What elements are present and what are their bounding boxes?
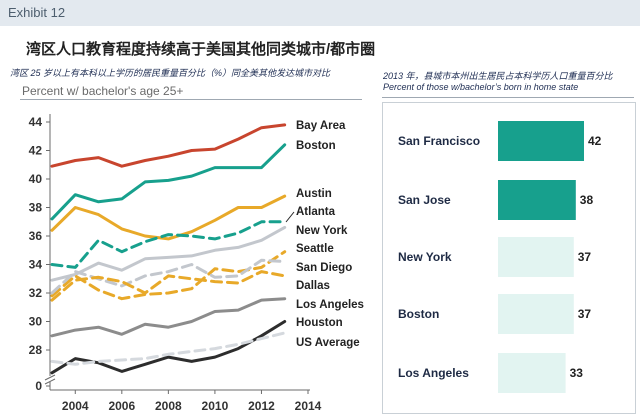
y-tick-label: 44 [29, 115, 43, 129]
bar-value-label: 42 [588, 134, 602, 148]
series-label-boston: Boston [296, 140, 336, 152]
line-chart-subtitle: 湾区 25 岁以上有本科以上学历的居民重量百分比（%）同全美其他发达城市对比 [10, 68, 331, 78]
bar-chart-title: Percent of those w/bachelor’s born in ho… [383, 82, 579, 92]
y-tick-label: 36 [29, 229, 43, 243]
bar-category-label: Boston [398, 307, 439, 321]
bar-chart-rule [382, 97, 634, 98]
bar-value-label: 38 [580, 193, 594, 207]
series-line-new-york [50, 225, 287, 282]
y-tick-label: 38 [29, 201, 43, 215]
series-line-los-angeles [50, 297, 287, 338]
series-label-dallas: Dallas [296, 280, 330, 292]
series-line-atlanta [50, 220, 287, 269]
line-chart-rule [20, 99, 362, 100]
x-tick-label: 2004 [62, 399, 89, 413]
series-line-san-diego [50, 258, 287, 295]
x-tick-label: 2014 [295, 399, 322, 413]
atlanta-pointer [285, 211, 295, 223]
bar-value-label: 37 [578, 250, 592, 264]
series-label-atlanta: Atlanta [296, 206, 336, 218]
y-tick-label: 42 [29, 144, 43, 158]
series-line-bay-area [50, 123, 287, 168]
series-line-us-average [50, 331, 287, 366]
series-label-austin: Austin [296, 188, 332, 200]
series-label-san-diego: San Diego [296, 262, 352, 274]
bar-los-angeles [498, 353, 566, 393]
axis-break-mark [44, 374, 56, 385]
bar-category-label: San Jose [398, 193, 451, 207]
bar-new-york [498, 237, 574, 277]
bar-value-label: 33 [570, 366, 584, 380]
series-label-seattle: Seattle [296, 243, 334, 255]
bar-san-jose [498, 180, 576, 220]
bar-chart-frame [382, 102, 636, 414]
series-line-boston [50, 143, 287, 221]
series-line-dallas [50, 270, 287, 302]
bar-boston [498, 294, 574, 334]
page-title: 湾区人口教育程度持续高于美国其他同类城市/都市圈 [26, 41, 376, 58]
y-tick-label: 32 [29, 286, 43, 300]
exhibit-label: Exhibit 12 [8, 5, 66, 20]
series-label-los-angeles: Los Angeles [296, 299, 364, 311]
y-tick-label: 34 [29, 258, 43, 272]
line-chart-title: Percent w/ bachelor's age 25+ [22, 84, 184, 98]
y-tick-label: 40 [29, 172, 43, 186]
bar-chart-subtitle-cn: 2013 年，县城市本州出生居民占本科学历人口重量百分比 [383, 71, 613, 81]
series-label-houston: Houston [296, 317, 343, 329]
bar-category-label: San Francisco [398, 134, 480, 148]
y-tick-label: 28 [29, 343, 43, 357]
series-label-bay-area: Bay Area [296, 120, 346, 132]
series-label-new-york: New York [296, 225, 348, 237]
bar-value-label: 37 [578, 307, 592, 321]
bar-san-francisco [498, 121, 584, 161]
x-tick-label: 2010 [202, 399, 229, 413]
x-tick-label: 2012 [248, 399, 275, 413]
series-line-austin [50, 194, 287, 241]
bar-category-label: Los Angeles [398, 366, 469, 380]
bar-category-label: New York [398, 250, 452, 264]
exhibit-header [0, 0, 640, 26]
x-tick-label: 2008 [155, 399, 182, 413]
x-tick-label: 2006 [108, 399, 135, 413]
series-label-us-average: US Average [296, 337, 360, 349]
y-tick-label: 30 [29, 315, 43, 329]
y-tick-label: 0 [35, 379, 42, 393]
